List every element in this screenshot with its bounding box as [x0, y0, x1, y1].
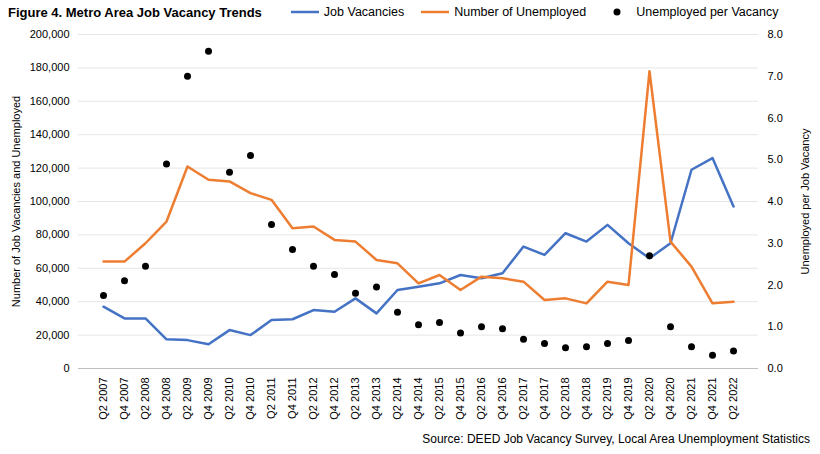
svg-text:180,000: 180,000	[30, 61, 70, 73]
svg-text:Q2 2010: Q2 2010	[223, 378, 235, 420]
svg-text:Q2 2014: Q2 2014	[391, 378, 403, 420]
svg-text:Q2 2022: Q2 2022	[727, 378, 739, 420]
svg-text:6.0: 6.0	[768, 112, 783, 124]
html-text:Job Vacancies: Job Vacancies	[323, 5, 405, 19]
svg-text:Q4 2020: Q4 2020	[664, 378, 676, 420]
svg-text:Q2 2018: Q2 2018	[559, 378, 571, 420]
svg-text:Q4 2015: Q4 2015	[454, 378, 466, 420]
svg-text:Q4 2012: Q4 2012	[328, 378, 340, 420]
svg-text:Q2 2016: Q2 2016	[475, 378, 487, 420]
html-text:Figure 4. Metro Area Job Vacan: Figure 4. Metro Area Job Vacancy Trends	[8, 4, 262, 20]
html-text:Number of Unemployed: Number of Unemployed	[454, 5, 587, 19]
svg-text:20,000: 20,000	[36, 329, 70, 341]
svg-text:Q4 2021: Q4 2021	[706, 378, 718, 420]
svg-text:2.0: 2.0	[768, 279, 783, 291]
svg-text:120,000: 120,000	[30, 162, 70, 174]
svg-text:Q4 2007: Q4 2007	[118, 378, 130, 420]
svg-text:200,000: 200,000	[30, 28, 70, 40]
svg-text:Q2 2019: Q2 2019	[601, 378, 613, 420]
svg-text:140,000: 140,000	[30, 128, 70, 140]
svg-text:Q4 2013: Q4 2013	[370, 378, 382, 420]
svg-text:Q2 2013: Q2 2013	[349, 378, 361, 420]
svg-text:Q2 2011: Q2 2011	[265, 378, 277, 419]
svg-text:7.0: 7.0	[768, 70, 783, 82]
svg-text:Q4 2016: Q4 2016	[496, 378, 508, 420]
svg-text:Q4 2018: Q4 2018	[580, 378, 592, 420]
html-text:Unemployed per Vacancy: Unemployed per Vacancy	[636, 5, 779, 19]
svg-text:100,000: 100,000	[30, 195, 70, 207]
svg-text:Number of Job Vacancies and Un: Number of Job Vacancies and Unemployed	[10, 96, 22, 307]
svg-text:Q4 2008: Q4 2008	[160, 378, 172, 420]
svg-text:Q2 2017: Q2 2017	[517, 378, 529, 420]
svg-text:Q2 2012: Q2 2012	[307, 378, 319, 420]
svg-text:4.0: 4.0	[768, 195, 783, 207]
svg-text:Unemployed per Job Vacancy: Unemployed per Job Vacancy	[799, 128, 811, 274]
svg-text:Q4 2011: Q4 2011	[286, 378, 298, 419]
svg-text:0.0: 0.0	[768, 362, 783, 374]
svg-text:40,000: 40,000	[36, 295, 70, 307]
svg-text:80,000: 80,000	[36, 228, 70, 240]
svg-text:Q4 2010: Q4 2010	[244, 378, 256, 420]
svg-text:Q4 2017: Q4 2017	[538, 378, 550, 420]
svg-text:Q4 2009: Q4 2009	[202, 378, 214, 420]
svg-text:Q2 2009: Q2 2009	[181, 378, 193, 420]
svg-text:0: 0	[63, 362, 69, 374]
svg-text:8.0: 8.0	[768, 28, 783, 40]
html-text:Source: DEED Job Vacancy Surve: Source: DEED Job Vacancy Survey, Local A…	[422, 432, 810, 446]
svg-text:Q4 2019: Q4 2019	[622, 378, 634, 420]
svg-text:Q2 2007: Q2 2007	[97, 378, 109, 420]
svg-text:1.0: 1.0	[768, 320, 783, 332]
svg-text:Q2 2015: Q2 2015	[433, 378, 445, 420]
svg-text:5.0: 5.0	[768, 153, 783, 165]
svg-text:3.0: 3.0	[768, 237, 783, 249]
svg-text:Q2 2021: Q2 2021	[685, 378, 697, 420]
svg-text:160,000: 160,000	[30, 95, 70, 107]
svg-text:60,000: 60,000	[36, 262, 70, 274]
svg-text:Q4 2014: Q4 2014	[412, 378, 424, 420]
svg-text:Q2 2020: Q2 2020	[643, 378, 655, 420]
svg-text:Q2 2008: Q2 2008	[139, 378, 151, 420]
